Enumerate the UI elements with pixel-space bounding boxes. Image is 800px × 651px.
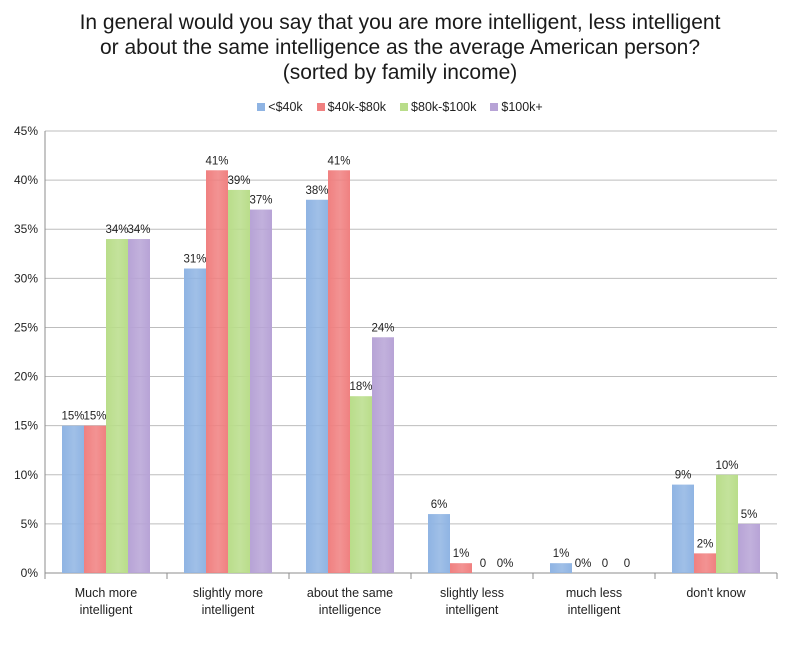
data-label: 0% xyxy=(575,558,592,570)
category-label: Much more xyxy=(75,586,138,600)
category-label: intelligent xyxy=(568,603,621,617)
bar xyxy=(206,170,228,574)
y-tick-label: 40% xyxy=(14,173,38,187)
data-label: 1% xyxy=(453,548,470,560)
y-tick-label: 15% xyxy=(14,419,38,433)
data-label: 0% xyxy=(497,558,514,570)
data-label: 31% xyxy=(183,254,206,266)
bar xyxy=(106,239,128,574)
legend: <$40k $40k-$80k $80k-$100k $100k+ xyxy=(0,100,800,114)
category-label: slightly less xyxy=(440,586,504,600)
data-label: 34% xyxy=(127,224,150,236)
legend-label: $40k-$80k xyxy=(327,100,387,114)
data-label: 9% xyxy=(675,470,692,482)
bar xyxy=(306,199,328,573)
category-label: about the same xyxy=(307,586,393,600)
bar xyxy=(550,563,572,573)
legend-item-under-40k: <$40k xyxy=(257,100,303,114)
data-label: 10% xyxy=(715,460,738,472)
bar xyxy=(250,209,272,574)
chart-title: In general would you say that you are mo… xyxy=(0,10,800,85)
data-label: 5% xyxy=(741,509,758,521)
data-label: 41% xyxy=(205,155,228,167)
data-label: 6% xyxy=(431,499,448,511)
legend-label: $100k+ xyxy=(501,100,543,114)
legend-item-100k-plus: $100k+ xyxy=(490,100,543,114)
legend-swatch xyxy=(490,103,499,111)
data-label: 39% xyxy=(227,175,250,187)
data-label: 34% xyxy=(105,224,128,236)
data-label: 0 xyxy=(602,558,608,570)
legend-label: $80k-$100k xyxy=(411,100,477,114)
bar xyxy=(672,484,694,573)
category-label: much less xyxy=(566,586,622,600)
legend-swatch xyxy=(400,103,409,111)
data-label: 18% xyxy=(349,381,372,393)
title-line-2: or about the same intelligence as the av… xyxy=(99,36,701,59)
category-label: don't know xyxy=(686,586,746,600)
y-tick-label: 0% xyxy=(21,566,39,580)
bar xyxy=(228,189,250,573)
data-label: 24% xyxy=(371,322,394,334)
title-line-1: In general would you say that you are mo… xyxy=(79,11,721,34)
bar xyxy=(450,563,472,573)
bar xyxy=(716,474,738,573)
legend-label: <$40k xyxy=(268,100,303,114)
data-label: 37% xyxy=(249,195,272,207)
bar xyxy=(694,553,716,573)
y-tick-label: 25% xyxy=(14,320,38,334)
data-label: 1% xyxy=(553,548,570,560)
data-label: 0 xyxy=(624,558,630,570)
legend-swatch xyxy=(257,103,266,111)
y-tick-label: 35% xyxy=(14,222,38,236)
y-tick-label: 20% xyxy=(14,370,38,384)
category-label: intelligence xyxy=(319,603,382,617)
category-label: intelligent xyxy=(446,603,499,617)
bar xyxy=(184,268,206,573)
category-label: intelligent xyxy=(80,603,133,617)
legend-item-40k-80k: $40k-$80k xyxy=(316,100,387,114)
data-label: 2% xyxy=(697,538,714,550)
bar xyxy=(738,523,760,573)
data-label: 15% xyxy=(61,411,84,423)
bar xyxy=(428,514,450,573)
y-tick-label: 30% xyxy=(14,271,38,285)
y-tick-label: 45% xyxy=(14,124,38,138)
bar xyxy=(372,337,394,573)
data-label: 15% xyxy=(83,411,106,423)
bar xyxy=(84,425,106,573)
data-label: 0 xyxy=(480,558,486,570)
bar xyxy=(328,170,350,574)
category-label: intelligent xyxy=(202,603,255,617)
legend-item-80k-100k: $80k-$100k xyxy=(400,100,476,114)
legend-swatch xyxy=(316,103,325,111)
data-label: 41% xyxy=(327,155,350,167)
bar xyxy=(350,396,372,573)
y-tick-label: 10% xyxy=(14,468,38,482)
y-tick-label: 5% xyxy=(21,517,39,531)
bar xyxy=(128,239,150,574)
category-label: slightly more xyxy=(193,586,263,600)
bar xyxy=(62,425,84,573)
data-label: 38% xyxy=(305,185,328,197)
title-line-3: (sorted by family income) xyxy=(282,61,518,84)
